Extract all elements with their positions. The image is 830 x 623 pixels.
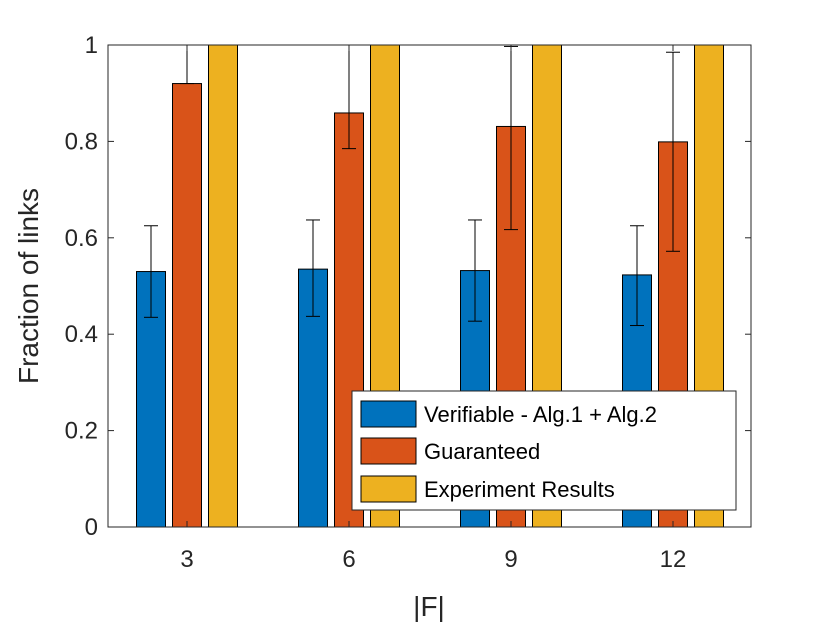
y-tick-label: 1 [85,32,98,59]
y-tick-label: 0.2 [65,418,98,445]
x-axis: 3 6 9 12 [180,45,686,573]
x-tick-label: 6 [342,546,355,573]
x-axis-title: |F| [413,591,445,622]
x-tick-label: 12 [660,546,687,573]
legend: Verifiable - Alg.1 + Alg.2 Guaranteed Ex… [351,390,737,511]
bar-guaranteed-3 [172,83,202,528]
y-tick-label: 0 [85,514,98,541]
errorbars-layer [144,44,680,327]
y-tick-label: 0.6 [65,225,98,252]
legend-label-experiment: Experiment Results [424,477,615,502]
legend-label-guaranteed: Guaranteed [424,439,540,464]
bar-experiment-results-3 [208,44,238,528]
legend-swatch-verifiable [360,400,417,428]
legend-swatch-experiment [360,475,417,503]
legend-label-verifiable: Verifiable - Alg.1 + Alg.2 [424,402,657,427]
x-tick-label: 9 [504,546,517,573]
y-tick-label: 0.4 [65,321,98,348]
y-axis-title: Fraction of links [13,188,44,384]
legend-swatch-guaranteed [360,437,417,465]
y-axis: 0 0.2 0.4 0.6 0.8 1 [65,32,751,541]
plot-area-frame [107,44,752,528]
y-tick-label: 0.8 [65,128,98,155]
x-tick-label: 3 [180,546,193,573]
